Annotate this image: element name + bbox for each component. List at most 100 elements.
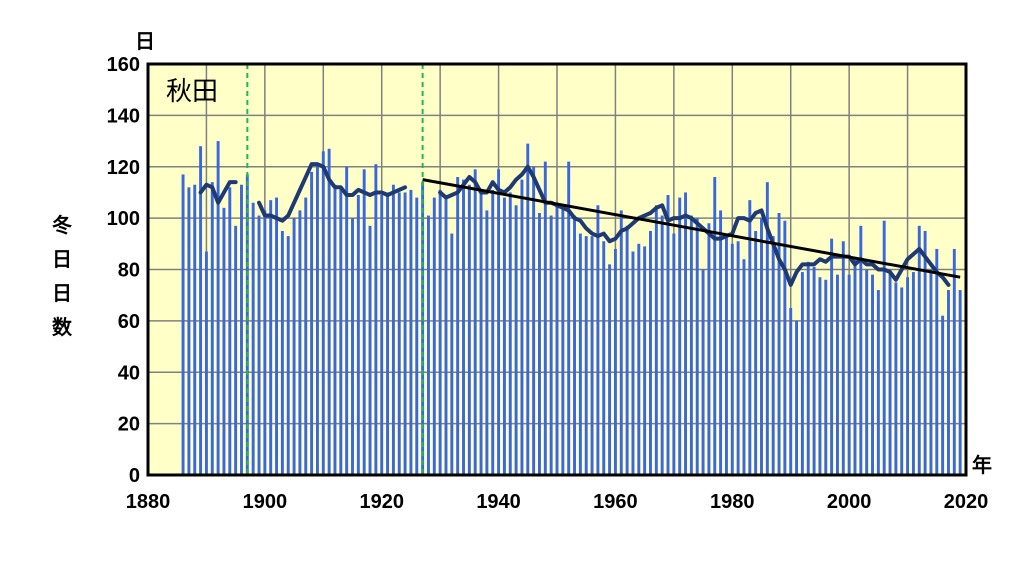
bar [865,269,869,475]
bar [397,192,401,475]
bar [462,179,465,475]
bar [906,277,910,475]
y-axis-ticks: 0 20 40 60 80 100 120 140 160 [107,54,140,487]
bar [835,274,839,475]
bar [380,195,384,475]
x-tick-label: 1980 [710,491,755,513]
bar [520,179,524,475]
bar [204,251,208,475]
bar [771,236,775,475]
bar [508,192,512,475]
bar [292,218,296,475]
bar [426,215,430,475]
bar [777,212,781,476]
bar [491,189,495,475]
bar [730,243,734,475]
bar [467,184,471,475]
bar [672,233,676,475]
bar [707,223,711,475]
moving-average-segment [198,180,238,205]
bar [917,225,921,475]
bar [497,169,501,475]
bar [403,192,407,475]
moving-average-segment [438,164,951,287]
bar [818,277,822,475]
bar [754,230,758,475]
bar [374,164,378,475]
plot-frame [146,62,968,477]
y-tick-label: 0 [129,465,140,487]
bar [859,225,863,475]
x-axis-ticks: 1880 1900 1920 1940 1960 1980 2000 2020 [126,491,989,513]
x-tick-label: 1920 [359,491,404,513]
x-axis-label: 年 [972,453,992,477]
bar [199,146,203,475]
bar [736,241,740,475]
bar [684,192,688,475]
bar [783,220,787,475]
bar [321,151,325,475]
moving-average-segment [257,162,408,223]
bar [549,215,553,475]
bar [602,241,606,475]
y-tick-label: 160 [107,54,140,76]
bar [649,230,652,475]
x-tick-label: 1880 [126,491,171,513]
bar [900,287,904,475]
bar [830,238,834,475]
bar [251,202,255,475]
bar [473,169,477,475]
bar [298,210,302,475]
bar [391,184,395,475]
bar [351,218,354,475]
bar [923,230,927,475]
bar [555,202,559,475]
bar [286,236,290,475]
bar [415,197,419,475]
bar [386,192,390,475]
x-tick-label: 1960 [593,491,638,513]
bar [304,197,308,475]
bar [269,200,273,476]
bar [795,320,799,475]
bar [882,220,886,475]
bar [456,177,460,475]
bar [210,182,214,475]
x-tick-label: 1940 [476,491,521,513]
bar [315,164,319,475]
bar [853,259,857,475]
bar [327,148,331,476]
bar [567,161,571,476]
bar [345,166,349,475]
bar [532,166,536,475]
y-axis-label-char: 冬 [52,213,72,237]
bar [929,269,933,475]
bar [952,248,956,475]
bar [654,205,658,475]
bar [193,184,197,475]
y-tick-label: 60 [118,311,140,333]
y-unit-label: 日 [135,29,155,53]
bar [280,230,284,475]
bar [450,233,454,475]
bar [596,205,600,475]
bar [911,272,915,475]
bar [526,143,530,475]
bar [824,279,828,475]
bar [561,207,565,475]
bar [748,200,752,476]
bar [368,225,372,475]
y-tick-label: 140 [107,105,140,127]
y-tick-label: 40 [118,362,140,384]
y-tick-label: 120 [107,157,140,179]
y-tick-label: 80 [118,260,140,282]
x-tick-label: 2000 [827,491,872,513]
bar [888,269,892,475]
bar [590,236,594,475]
bar [263,210,267,475]
bar [619,210,623,475]
bar [958,290,962,475]
bar [502,197,506,475]
bar [181,174,185,476]
